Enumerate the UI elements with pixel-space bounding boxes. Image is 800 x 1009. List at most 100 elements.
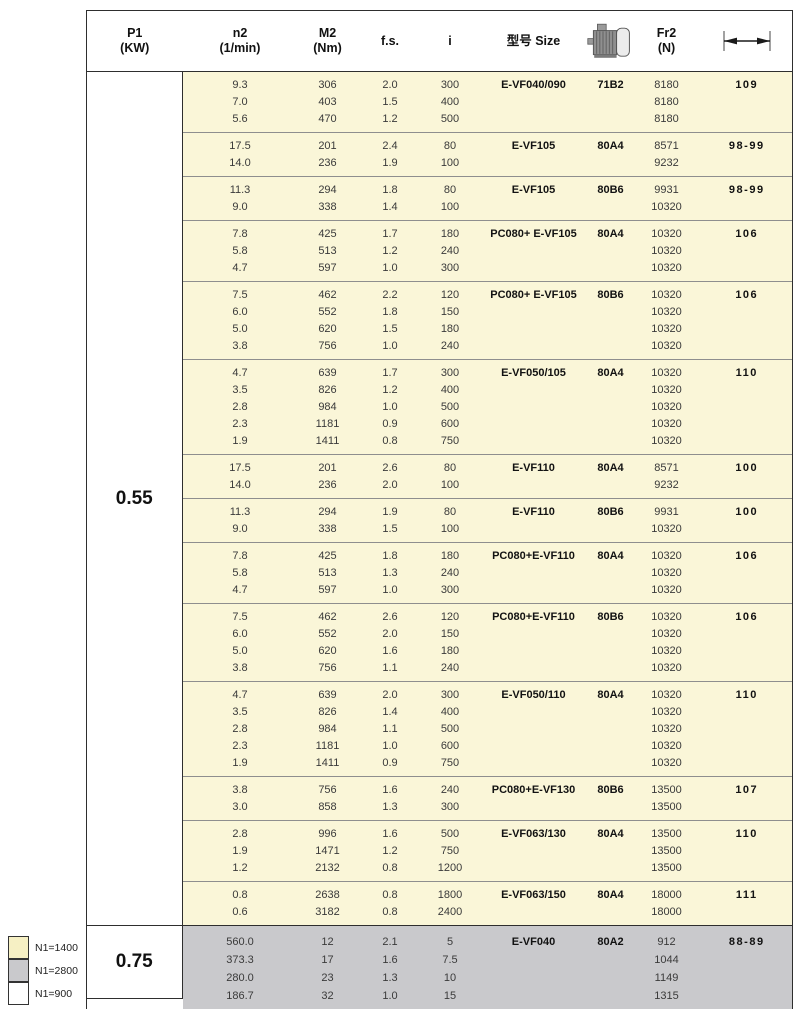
header-p1: P1 (KW) [87,26,183,56]
fr2-value: 13500 [651,828,682,840]
fr2-value: 10320 [651,262,682,274]
page-ref: 106 [735,228,759,240]
column-size-value: 80A4 [590,460,632,494]
fr2-value: 10320 [651,340,682,352]
m2-value: 470 [318,113,337,125]
column-page-ref: 106 [702,548,793,599]
i-value: 80 [443,184,457,196]
n2-value: 4.7 [232,689,248,701]
size-value: 80B6 [597,506,624,518]
n2-value: 1.2 [232,862,248,874]
fr2-value: 10320 [651,611,682,623]
n2-value: 9.3 [232,79,248,91]
row-group: 11.3 9.0 294 338 1.8 1.4 80 100 E-VF105 80B6 9931 1… [182,176,793,220]
fs-value: 1.2 [382,384,398,396]
i-value: 240 [440,245,460,257]
n2-value: 2.3 [232,740,248,752]
n2-value: 2.8 [232,723,248,735]
column-fs-value: 2.0 1.4 1.1 1.0 0.9 [358,687,423,772]
n2-value: 4.7 [232,367,248,379]
column-m2-value: 306 403 470 [298,77,358,128]
column-size-value: 80B6 [590,182,632,216]
column-n2-value: 17.5 14.0 [183,460,298,494]
column-page-ref: 110 [702,826,793,877]
fs-value: 1.3 [382,567,398,579]
column-n2-value: 3.8 3.0 [183,782,298,816]
fr2-value: 13500 [651,862,682,874]
m2-value: 23 [321,972,334,984]
m2-value: 513 [318,567,337,579]
n2-value: 373.3 [226,954,254,966]
column-n2-value: 2.8 1.9 1.2 [183,826,298,877]
column-i-value: 80 100 [423,504,478,538]
column-i-value: 240 300 [423,782,478,816]
fr2-value: 10320 [651,550,682,562]
column-fs-value: 2.0 1.5 1.2 [358,77,423,128]
column-page-ref: 110 [702,365,793,450]
column-page-ref: 109 [702,77,793,128]
column-size-value: 80A4 [590,687,632,772]
gearmotor-ratings-table: P1 (KW) n2 (1/min) M2 (Nm) f.s. i 型号 Siz… [86,10,793,1009]
m2-value: 996 [318,828,337,840]
column-page-ref: 106 [702,226,793,277]
size-value: 80A4 [597,462,624,474]
column-model-value: E-VF063/130 [478,826,590,877]
column-fr2-value: 10320 10320 10320 10320 [632,287,702,355]
fr2-value: 13500 [651,845,682,857]
fr2-value: 9931 [654,184,679,196]
column-fs-value: 2.2 1.8 1.5 1.0 [358,287,423,355]
m2-value: 858 [318,801,337,813]
model-value: E-VF050/105 [501,367,566,379]
column-fr2-value: 18000 18000 [632,887,702,921]
column-model-value: PC080+ E-VF105 [478,226,590,277]
motor-icon [586,21,635,61]
i-value: 150 [440,306,460,318]
m2-value: 984 [318,723,337,735]
row-group: 7.8 5.8 4.7 425 513 597 1.8 1.3 1.0 180 240 300 PC08… [182,542,793,603]
column-page-ref: 100 [702,460,793,494]
column-n2-value: 17.5 14.0 [183,138,298,172]
size-value: 80A4 [597,550,624,562]
size-value: 80A4 [597,828,624,840]
fr2-value: 1044 [654,954,679,966]
fr2-value: 10320 [651,367,682,379]
n2-value: 280.0 [226,972,254,984]
page-ref: 110 [735,689,758,701]
fr2-value: 912 [657,936,676,948]
i-value: 180 [440,645,460,657]
column-i-value: 120 150 180 240 [423,609,478,677]
m2-value: 462 [318,289,337,301]
m2-value: 17 [321,954,334,966]
column-n2-value: 4.7 3.5 2.8 2.3 1.9 [183,365,298,450]
i-value: 300 [440,584,460,596]
column-m2-value: 201 236 [298,138,358,172]
column-size-value: 80B6 [590,609,632,677]
n2-value: 9.0 [232,523,248,535]
fr2-value: 8571 [654,462,679,474]
fs-value: 0.8 [382,435,398,447]
i-value: 15 [443,990,457,1002]
fs-value: 1.0 [382,262,398,274]
column-m2-value: 2638 3182 [298,887,358,921]
fr2-value: 13500 [651,801,682,813]
fs-value: 1.8 [382,550,398,562]
fr2-value: 18000 [651,906,682,918]
fs-value: 0.8 [382,889,398,901]
fr2-value: 1149 [654,972,679,984]
column-fs-value: 2.4 1.9 [358,138,423,172]
column-model-value: E-VF040 [478,933,590,1005]
i-value: 400 [440,384,460,396]
header-i: i [448,33,452,48]
model-value: PC080+E-VF130 [491,784,576,796]
column-page-ref: 98-99 [702,182,793,216]
i-value: 80 [443,506,457,518]
fr2-value: 8180 [654,113,679,125]
i-value: 240 [440,340,460,352]
row-group: 560.0 373.3 280.0 186.7 12 17 23 32 2.1 1.6 1.3 1.0… [183,926,793,1009]
n2-value: 2.3 [232,418,248,430]
column-i-value: 300 400 500 [423,77,478,128]
column-n2-value: 560.0 373.3 280.0 186.7 [183,933,298,1005]
column-fs-value: 1.7 1.2 1.0 0.9 0.8 [358,365,423,450]
fs-value: 2.6 [382,462,398,474]
n2-value: 7.8 [232,550,248,562]
